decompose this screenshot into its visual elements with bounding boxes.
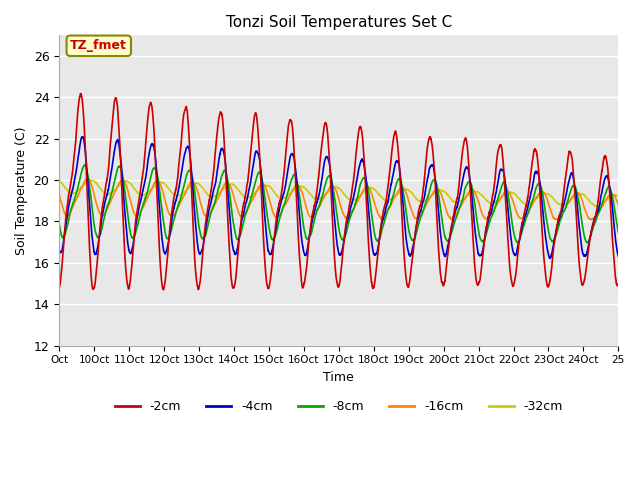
- -4cm: [546, 255, 554, 261]
- -2cm: [75, 101, 83, 107]
- -32cm: [55, 178, 63, 183]
- -4cm: [55, 247, 63, 252]
- -16cm: [55, 191, 63, 197]
- -4cm: [396, 171, 404, 177]
- -32cm: [482, 197, 490, 203]
- -2cm: [381, 201, 389, 207]
- -32cm: [396, 189, 404, 194]
- X-axis label: Time: Time: [323, 371, 354, 384]
- -8cm: [614, 229, 622, 235]
- -16cm: [482, 216, 490, 222]
- -16cm: [270, 212, 278, 218]
- -16cm: [588, 216, 595, 222]
- -2cm: [482, 227, 490, 232]
- -16cm: [396, 185, 404, 191]
- -32cm: [88, 178, 95, 183]
- -32cm: [593, 203, 601, 209]
- -8cm: [381, 216, 389, 222]
- -2cm: [319, 138, 326, 144]
- -4cm: [318, 175, 326, 180]
- -4cm: [78, 134, 86, 140]
- -4cm: [381, 209, 389, 215]
- -4cm: [482, 229, 490, 235]
- -4cm: [614, 253, 622, 259]
- -8cm: [482, 233, 490, 239]
- -16cm: [318, 198, 326, 204]
- -8cm: [514, 240, 522, 246]
- Legend: -2cm, -4cm, -8cm, -16cm, -32cm: -2cm, -4cm, -8cm, -16cm, -32cm: [109, 396, 568, 418]
- -2cm: [614, 282, 622, 288]
- -4cm: [75, 152, 83, 157]
- Text: TZ_fmet: TZ_fmet: [70, 39, 127, 52]
- -32cm: [270, 189, 278, 195]
- Line: -2cm: -2cm: [59, 94, 618, 289]
- -16cm: [381, 212, 389, 217]
- -2cm: [55, 286, 63, 291]
- -16cm: [75, 192, 83, 198]
- -2cm: [77, 91, 84, 96]
- -2cm: [397, 182, 404, 188]
- -8cm: [81, 162, 89, 168]
- -4cm: [270, 236, 278, 241]
- -32cm: [75, 187, 83, 193]
- -16cm: [614, 202, 622, 208]
- -16cm: [84, 176, 92, 182]
- -32cm: [614, 193, 622, 199]
- Line: -4cm: -4cm: [59, 137, 618, 258]
- -8cm: [396, 177, 404, 183]
- -2cm: [271, 235, 278, 241]
- -8cm: [270, 236, 278, 241]
- -32cm: [381, 198, 389, 204]
- -8cm: [75, 181, 83, 187]
- Y-axis label: Soil Temperature (C): Soil Temperature (C): [15, 126, 28, 255]
- Line: -32cm: -32cm: [59, 180, 618, 206]
- -2cm: [160, 287, 168, 292]
- -32cm: [318, 194, 326, 200]
- -8cm: [318, 194, 326, 200]
- Title: Tonzi Soil Temperatures Set C: Tonzi Soil Temperatures Set C: [226, 15, 452, 30]
- Line: -16cm: -16cm: [59, 179, 618, 219]
- Line: -8cm: -8cm: [59, 165, 618, 243]
- -8cm: [55, 221, 63, 227]
